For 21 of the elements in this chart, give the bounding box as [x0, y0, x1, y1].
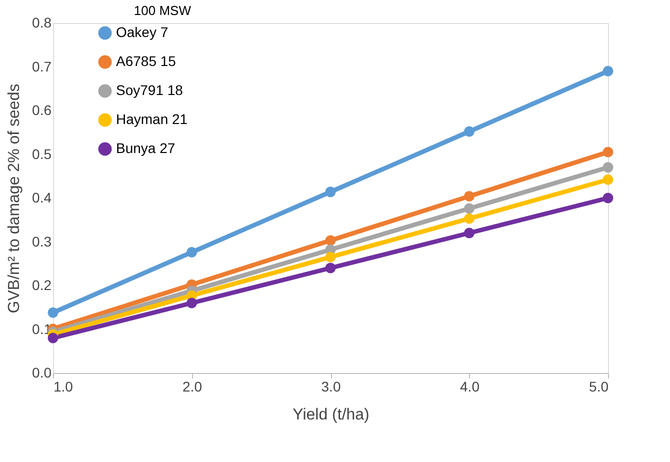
- y-tick-label: 0.7: [32, 58, 52, 74]
- legend-label: Bunya 27: [116, 140, 176, 156]
- legend-title: 100 MSW: [134, 3, 192, 18]
- legend-label: Hayman 21: [116, 111, 188, 127]
- x-tick-label: 2.0: [182, 378, 202, 394]
- y-tick-label: 0.2: [32, 277, 52, 293]
- x-axis-title: Yield (t/ha): [292, 406, 370, 424]
- y-tick-label: 0.8: [32, 14, 52, 30]
- x-tick-label: 4.0: [460, 378, 480, 394]
- x-tick-label: 3.0: [321, 378, 341, 394]
- legend-label: Oakey 7: [116, 24, 168, 40]
- y-tick-label: 0.4: [32, 190, 52, 206]
- x-tick-label: 5.0: [589, 378, 609, 394]
- legend-label: A6785 15: [116, 53, 176, 69]
- y-tick-label: 0.5: [32, 146, 52, 162]
- y-axis-title: GVB/m² to damage 2% of seeds: [6, 84, 24, 314]
- y-tick-label: 0.3: [32, 233, 52, 250]
- y-tick-label: 0.6: [32, 102, 52, 118]
- x-tick-label: 1.0: [54, 378, 74, 394]
- legend-label: Soy791 18: [116, 82, 184, 98]
- y-tick-label: 0.0: [32, 364, 52, 380]
